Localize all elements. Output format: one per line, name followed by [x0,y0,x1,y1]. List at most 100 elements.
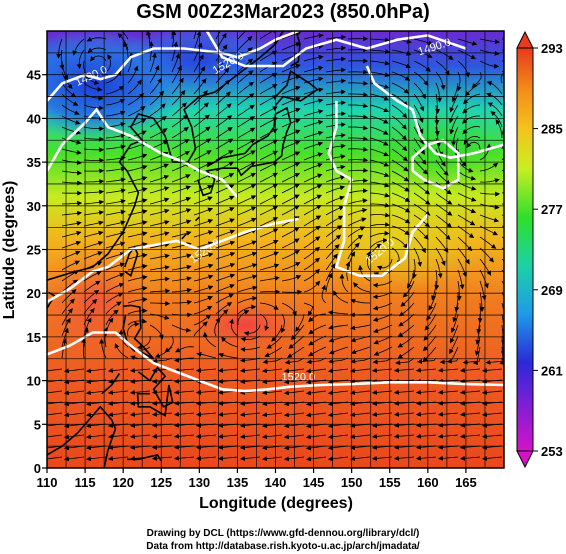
contour-label: 1520.0 [282,372,316,384]
streamline [452,302,459,323]
streamline [479,162,499,172]
streamline [281,194,300,205]
streamline [237,251,258,260]
streamline [369,49,391,54]
footer-credit-data: Data from http://database.rish.kyoto-u.a… [146,541,420,552]
streamline [391,49,412,56]
streamline [435,148,446,167]
streamline [259,31,278,40]
streamline [61,220,82,227]
streamline [415,433,437,439]
streamline [373,346,393,356]
streamline [350,324,371,331]
streamline [193,42,203,62]
streamline [215,218,235,227]
streamline [457,49,476,60]
streamline [479,258,492,276]
y-tick-label: 10 [27,374,41,389]
streamline [369,170,390,178]
streamline [413,104,424,124]
streamline [150,300,171,306]
streamline [402,280,415,298]
streamline [393,455,415,461]
colorbar-tick-label: 269 [541,283,563,298]
streamline [215,184,235,194]
streamline [459,367,481,373]
streamline [149,242,170,249]
streamline [479,60,500,69]
streamline [303,215,322,227]
streamline [281,275,302,282]
streamline [217,411,239,417]
streamline [171,53,181,73]
streamline [193,314,212,326]
colorbar-tick-label: 253 [541,444,563,459]
streamline [435,82,443,103]
streamline [193,263,214,271]
streamline [325,132,346,139]
streamline [466,141,481,150]
streamline [349,434,371,440]
streamline [437,389,459,395]
streamline [303,152,324,161]
streamline [147,31,151,40]
streamline [215,262,236,271]
streamline [372,302,393,311]
streamline [154,346,173,358]
x-axis-label: Longitude (degrees) [199,495,353,512]
streamline [127,93,145,106]
streamline [171,174,191,183]
streamline [105,110,126,117]
streamline [437,367,459,373]
streamline [391,181,410,192]
streamline [105,262,126,271]
streamline [347,167,369,173]
streamline [347,251,356,271]
streamline [171,324,192,333]
streamline [303,184,323,194]
streamline [479,280,487,301]
streamline [149,103,166,117]
streamline [149,220,170,227]
streamline [149,288,171,294]
streamline [61,210,83,216]
streamline [83,251,103,260]
streamline [391,93,408,107]
streamline [501,291,504,300]
streamline [237,285,258,293]
streamline [339,273,349,293]
streamline [193,207,214,216]
y-axis-ticks: 0 5 10 15 20 25 30 35 40 45 [27,68,47,476]
x-tick-label: 140 [265,475,287,490]
streamline [149,186,170,194]
streamline [61,279,79,293]
height-contour [327,100,429,277]
streamline [83,199,105,205]
streamline [347,242,360,260]
streamline [457,38,478,46]
coastline [47,291,56,309]
streamline [83,298,98,315]
streamline [281,289,303,295]
streamline [237,150,256,161]
streamline [281,250,301,260]
streamline [393,367,415,373]
streamline [83,289,100,304]
streamline [328,324,349,330]
streamline [215,251,236,260]
streamline [366,251,371,271]
streamline [127,318,148,326]
streamline [303,194,323,205]
colorbar-tick-label: 285 [541,122,563,137]
streamline [217,433,239,439]
streamline [459,433,481,439]
streamline [426,302,437,321]
streamline [193,196,213,205]
streamline [61,260,81,271]
streamline [305,412,327,418]
streamline [105,144,126,150]
streamline [83,230,104,238]
streamline [105,301,122,315]
streamline [105,188,126,194]
streamline [173,433,195,439]
